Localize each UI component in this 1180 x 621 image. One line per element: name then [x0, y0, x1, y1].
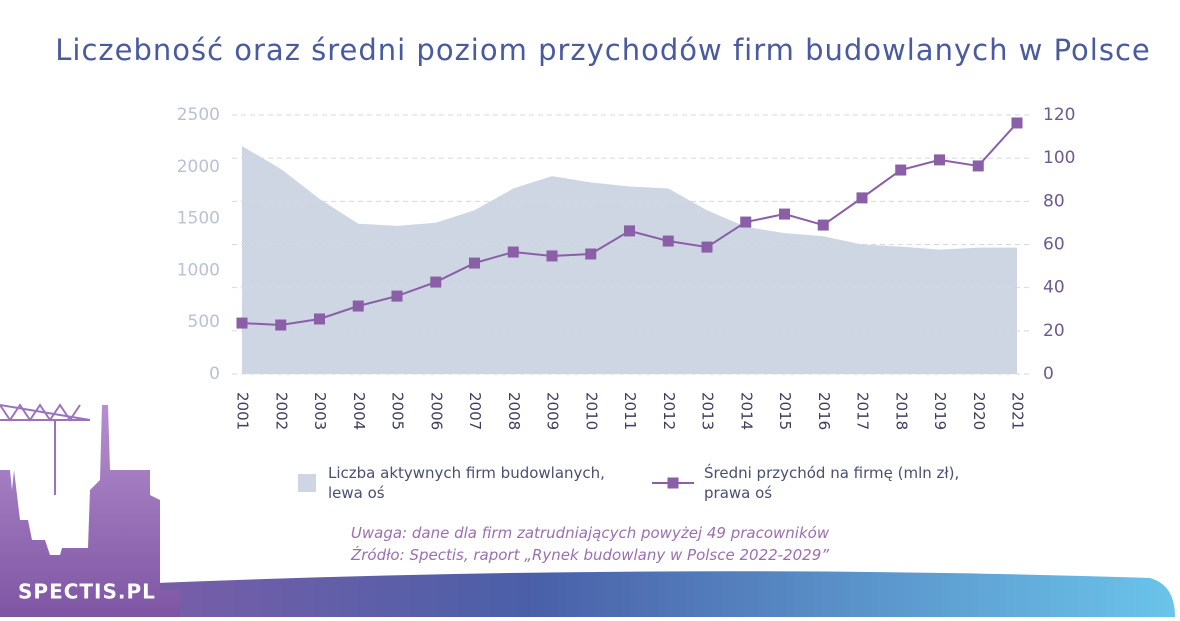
area	[242, 146, 1017, 374]
y2-tick-label: 40	[1043, 278, 1065, 298]
x-tick-label: 2010	[582, 392, 600, 430]
marker	[662, 235, 674, 247]
y2-tick-label: 60	[1043, 235, 1065, 255]
x-tick-label: 2001	[234, 392, 252, 430]
x-tick-label: 2018	[892, 392, 910, 430]
decoration	[0, 403, 1175, 617]
marker	[469, 257, 480, 269]
marker	[972, 160, 984, 172]
x-tick-label: 2020	[970, 392, 988, 430]
brand: SPECTIS.PL	[18, 580, 156, 604]
x-tick-label: 2016	[815, 392, 833, 430]
x-tick-label: 2014	[737, 392, 755, 430]
y2-tick-label: 80	[1043, 191, 1065, 211]
x-tick-label: 2017	[854, 392, 872, 430]
marker	[895, 164, 907, 176]
marker	[352, 300, 364, 312]
marker	[701, 241, 713, 253]
x-tick-label: 2002	[272, 392, 290, 430]
marker	[391, 290, 403, 302]
y-tick-label: 1000	[177, 260, 220, 280]
source: Źródło: Spectis, raport „Rynek budowlany…	[350, 546, 830, 564]
y2-tick-label: 0	[1043, 364, 1054, 384]
y-tick-label: 2000	[177, 157, 220, 177]
y2-tick-label: 100	[1043, 148, 1075, 168]
y-tick-label: 1500	[177, 209, 220, 229]
y2-tick-label: 120	[1043, 105, 1075, 125]
marker	[624, 225, 635, 237]
legend-label: Średni przychód na firmę (mln zł), prawa…	[704, 464, 960, 502]
x-tick-label: 2021	[1009, 392, 1027, 430]
marker	[546, 250, 558, 262]
x-tick-label: 2019	[931, 392, 949, 430]
x-tick-label: 2012	[660, 392, 678, 430]
marker	[856, 192, 868, 204]
plot	[242, 146, 1017, 374]
x-tick-label: 2008	[505, 392, 523, 430]
legend-label: Liczba aktywnych firm budowlanych, lewa …	[328, 464, 605, 502]
marker	[817, 219, 829, 231]
x-tick-label: 2015	[776, 392, 794, 430]
marker	[740, 216, 752, 228]
legend-swatch	[298, 474, 316, 492]
note: Uwaga: dane dla firm zatrudniających pow…	[350, 524, 830, 542]
chart-title: Liczebność oraz średni poziom przychodów…	[55, 33, 1151, 67]
x-tick-label: 2004	[350, 392, 368, 430]
marker	[779, 208, 790, 220]
marker	[236, 317, 248, 329]
x-tick-label: 2007	[466, 392, 484, 430]
x-tick-label: 2011	[621, 392, 639, 430]
y-tick-label: 2500	[177, 105, 220, 125]
marker	[507, 246, 519, 258]
marker	[275, 319, 287, 331]
marker	[585, 248, 597, 260]
marker	[314, 313, 325, 325]
y-tick-label: 0	[209, 364, 220, 384]
x-tick-label: 2003	[311, 392, 329, 430]
x-tick-label: 2013	[699, 392, 717, 430]
marker	[934, 154, 945, 166]
marker	[430, 276, 442, 288]
x-tick-label: 2009	[544, 392, 562, 430]
y2-tick-label: 20	[1043, 321, 1065, 341]
x-tick-label: 2005	[389, 392, 407, 430]
y-tick-label: 500	[188, 312, 220, 332]
legend-swatch	[667, 477, 679, 489]
marker	[1011, 117, 1023, 129]
x-tick-label: 2006	[427, 392, 445, 430]
